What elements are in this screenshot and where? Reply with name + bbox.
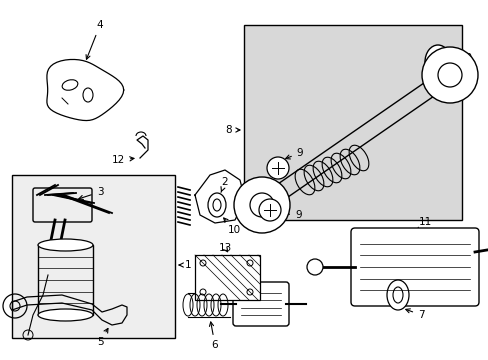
Text: 9: 9 bbox=[278, 210, 301, 220]
Text: 5: 5 bbox=[97, 328, 108, 347]
Bar bbox=[12, 175, 175, 338]
Text: 13: 13 bbox=[218, 243, 231, 253]
Bar bbox=[244, 25, 461, 220]
Text: 10: 10 bbox=[223, 218, 241, 235]
Circle shape bbox=[266, 157, 288, 179]
Text: 11: 11 bbox=[416, 217, 431, 232]
Text: 9: 9 bbox=[285, 148, 303, 159]
Circle shape bbox=[259, 199, 281, 221]
Ellipse shape bbox=[38, 309, 93, 321]
Ellipse shape bbox=[38, 239, 93, 251]
Circle shape bbox=[234, 177, 289, 233]
Circle shape bbox=[421, 47, 477, 103]
FancyBboxPatch shape bbox=[350, 228, 478, 306]
Ellipse shape bbox=[207, 193, 225, 217]
Text: 7: 7 bbox=[405, 309, 424, 320]
Text: 6: 6 bbox=[209, 322, 218, 350]
Ellipse shape bbox=[386, 280, 408, 310]
Text: 1: 1 bbox=[179, 260, 191, 270]
Text: 12: 12 bbox=[112, 155, 134, 165]
Bar bbox=[195, 255, 260, 300]
Circle shape bbox=[306, 259, 323, 275]
Text: 3: 3 bbox=[79, 187, 103, 199]
Text: 8: 8 bbox=[225, 125, 240, 135]
Text: 2: 2 bbox=[221, 177, 228, 192]
Text: 4: 4 bbox=[86, 20, 103, 59]
Bar bbox=[38, 245, 93, 315]
Text: 10: 10 bbox=[453, 53, 472, 63]
Ellipse shape bbox=[424, 45, 450, 79]
